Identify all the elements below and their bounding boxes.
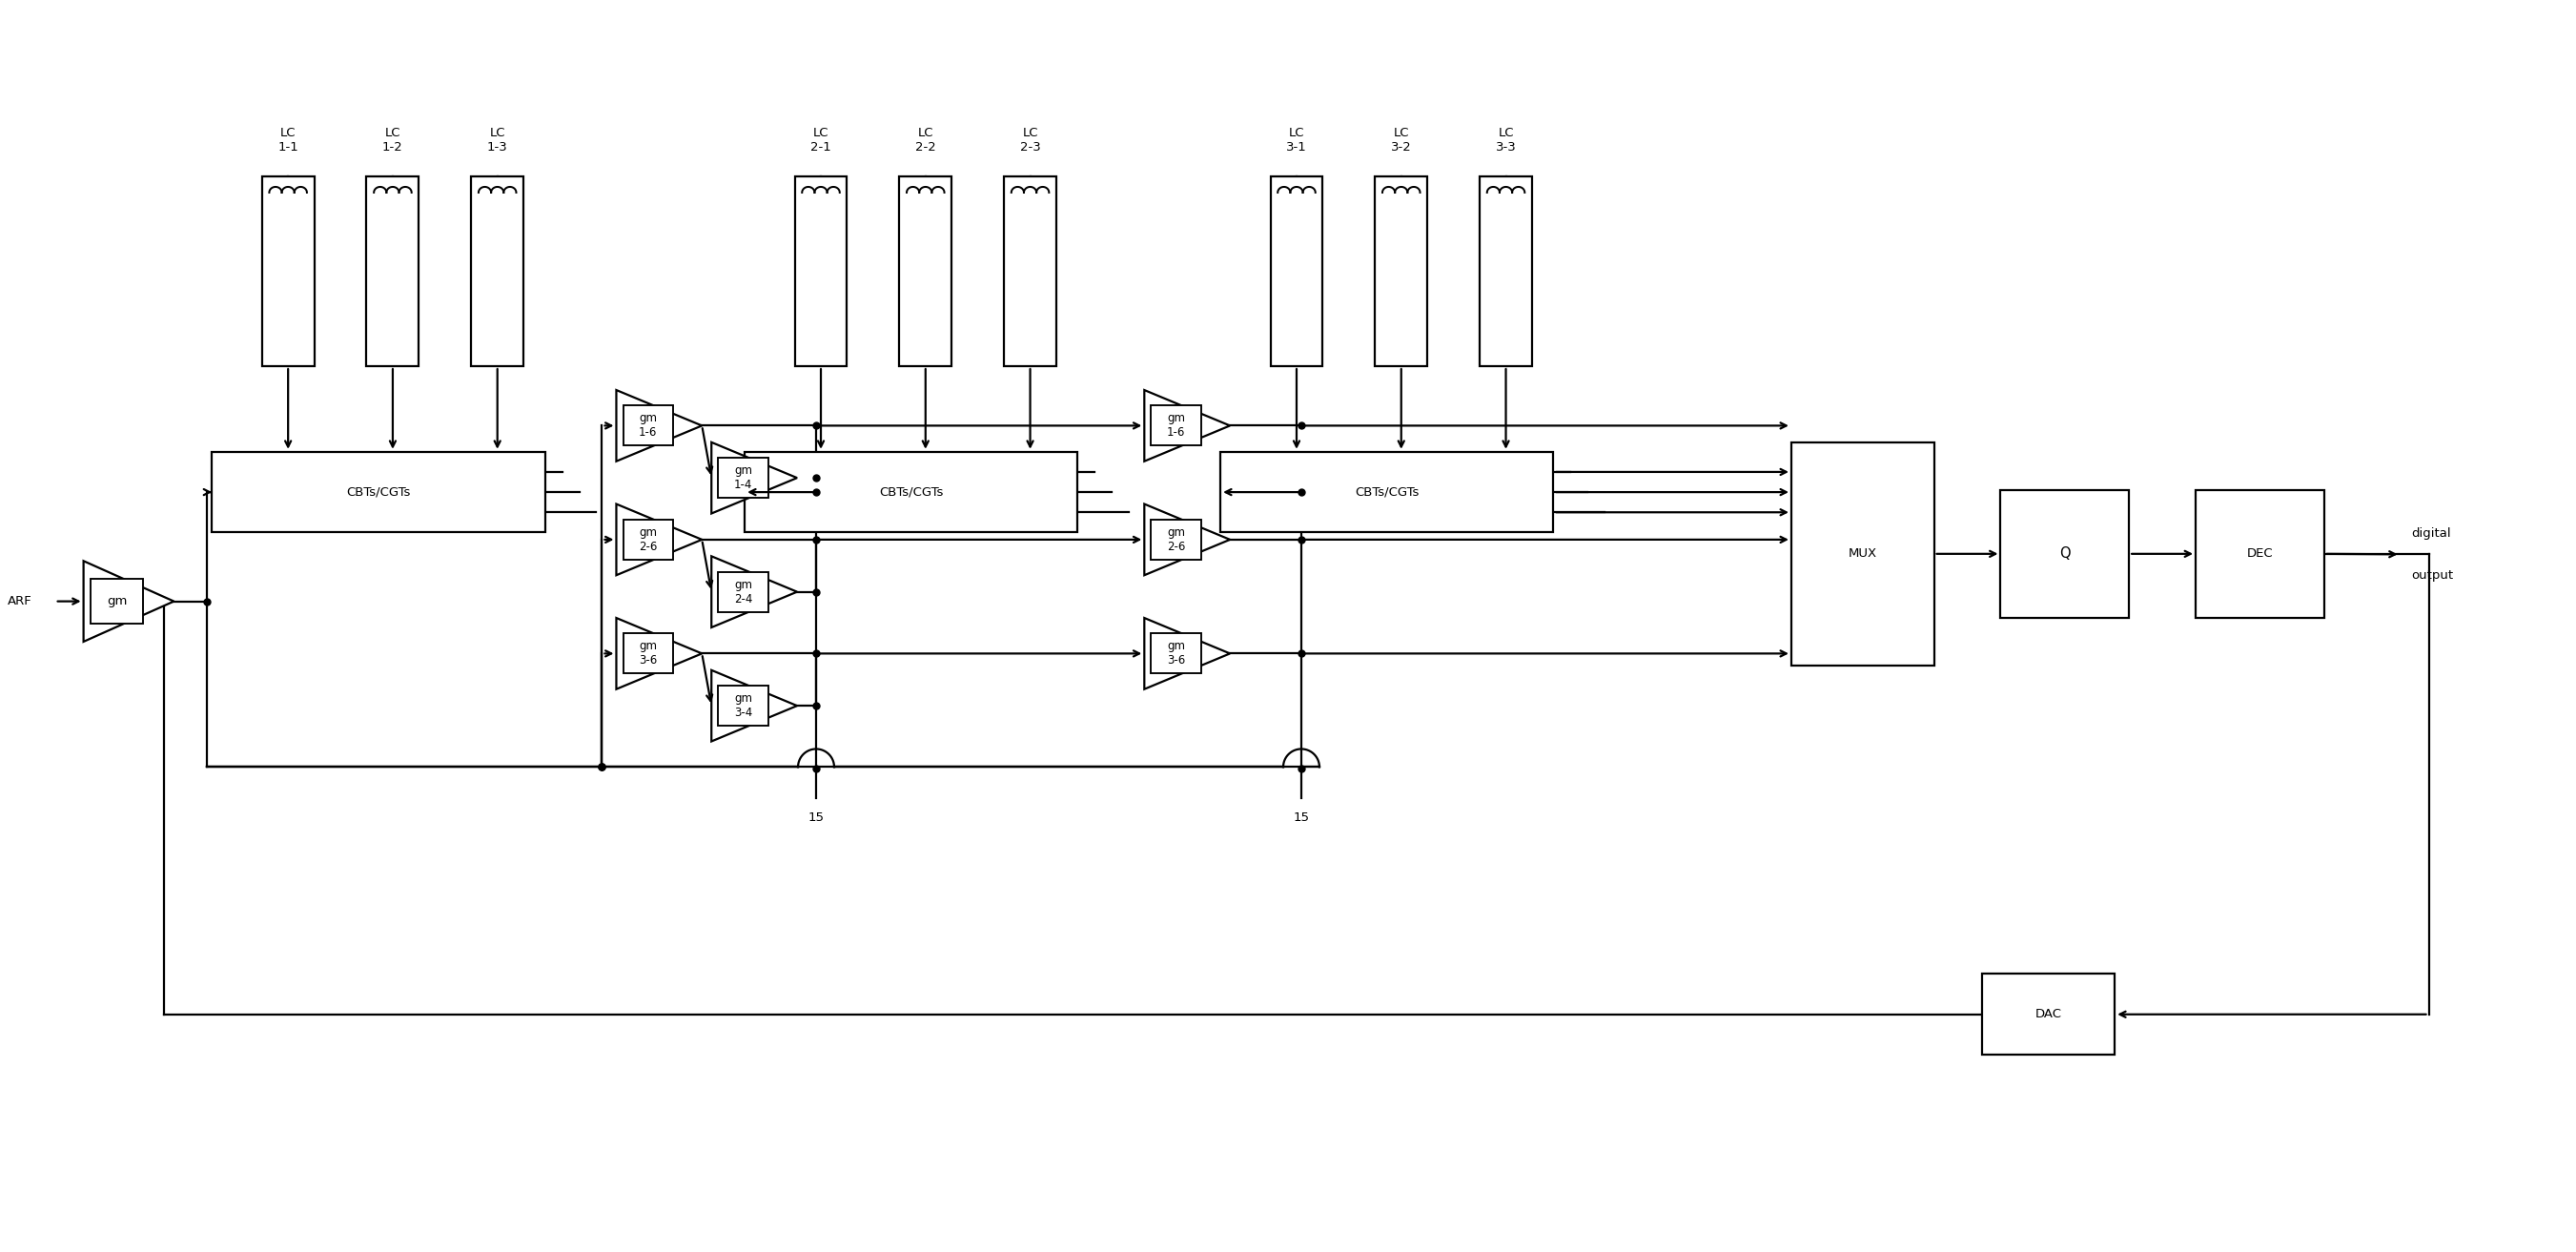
Bar [1376,177,1427,367]
Polygon shape [711,442,796,513]
Text: gm
1-6: gm 1-6 [639,412,657,439]
Bar [366,177,420,367]
Bar [211,452,546,532]
Polygon shape [711,556,796,627]
Text: gm
3-6: gm 3-6 [1167,640,1185,667]
Text: LC
3-1: LC 3-1 [1285,126,1306,154]
Bar [1151,634,1200,674]
Text: ARF: ARF [8,595,31,607]
Bar [744,452,1077,532]
Bar [1221,452,1553,532]
Text: gm
3-4: gm 3-4 [734,692,752,719]
Bar [719,686,768,726]
Polygon shape [1144,391,1229,461]
Text: 15: 15 [1293,811,1309,824]
Text: gm
1-6: gm 1-6 [1167,412,1185,439]
Text: LC
3-2: LC 3-2 [1391,126,1412,154]
Text: gm
1-4: gm 1-4 [734,464,752,491]
Bar [1790,442,1935,665]
Bar [899,177,951,367]
Bar [719,572,768,612]
Polygon shape [711,670,796,741]
Text: LC
2-2: LC 2-2 [914,126,935,154]
Bar [623,406,672,446]
Bar [471,177,523,367]
Text: CBTs/CGTs: CBTs/CGTs [878,486,943,498]
Text: LC
1-3: LC 1-3 [487,126,507,154]
Text: DEC: DEC [2246,547,2272,560]
Bar [90,578,144,623]
Bar [1270,177,1321,367]
Text: output: output [2411,568,2455,581]
Bar [623,634,672,674]
Bar [2195,490,2324,618]
Text: DAC: DAC [2035,1008,2061,1020]
Text: CBTs/CGTs: CBTs/CGTs [345,486,410,498]
Text: LC
2-1: LC 2-1 [811,126,832,154]
Bar [623,520,672,560]
Bar [1151,406,1200,446]
Text: LC
1-1: LC 1-1 [278,126,299,154]
Text: 15: 15 [809,811,824,824]
Polygon shape [1144,618,1229,689]
Text: CBTs/CGTs: CBTs/CGTs [1355,486,1419,498]
Text: MUX: MUX [1850,547,1878,560]
Polygon shape [616,391,701,461]
Bar [1479,177,1533,367]
Bar [719,458,768,498]
Polygon shape [1144,505,1229,575]
Bar [1981,974,2115,1054]
Text: gm
2-4: gm 2-4 [734,578,752,605]
Polygon shape [82,561,175,642]
Polygon shape [616,505,701,575]
Bar [263,177,314,367]
Text: Q: Q [2058,547,2071,561]
Polygon shape [616,618,701,689]
Text: digital: digital [2411,527,2452,540]
Text: LC
1-2: LC 1-2 [381,126,402,154]
Text: LC
3-3: LC 3-3 [1497,126,1517,154]
Text: gm
2-6: gm 2-6 [1167,526,1185,553]
Text: LC
2-3: LC 2-3 [1020,126,1041,154]
Text: gm
2-6: gm 2-6 [639,526,657,553]
Bar [1005,177,1056,367]
Bar [1151,520,1200,560]
Bar [2002,490,2128,618]
Bar [793,177,848,367]
Text: gm
3-6: gm 3-6 [639,640,657,667]
Text: gm: gm [106,595,126,607]
